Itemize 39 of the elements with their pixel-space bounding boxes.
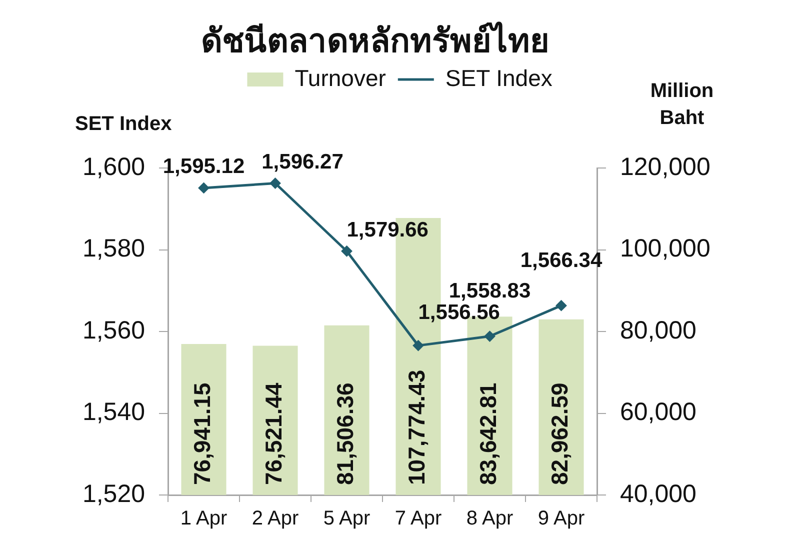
point — [270, 178, 281, 189]
data-label: 1,579.66 — [346, 218, 428, 242]
y2-axis-title: Million Baht — [649, 79, 715, 131]
point — [341, 246, 352, 257]
y-tick-label: 1,520 — [82, 480, 145, 508]
x-tick-label: 7 Apr — [394, 508, 442, 530]
point — [198, 182, 210, 194]
x-tick-label: 8 Apr — [466, 508, 514, 530]
data-label: 1,566.34 — [520, 248, 602, 272]
y2-tick-label: 40,000 — [620, 480, 696, 508]
y-tick-label: 1,540 — [82, 398, 145, 426]
data-label: 1,556.56 — [418, 300, 500, 324]
legend-label: Turnover — [294, 64, 386, 91]
data-label: 76,941.15 — [189, 382, 216, 485]
data-label: 81,506.36 — [332, 382, 358, 485]
x-tick-label: 5 Apr — [323, 508, 370, 530]
data-label: 76,521.44 — [260, 382, 287, 485]
x-tick-label: 9 Apr — [538, 508, 585, 530]
data-label: 107,774.43 — [404, 370, 430, 485]
x-tick-label: 2 Apr — [252, 508, 299, 530]
data-label: 1,558.83 — [448, 280, 531, 303]
point — [412, 340, 424, 352]
y-tick-label: 1,600 — [82, 152, 145, 181]
y-tick-label: 1,580 — [82, 234, 145, 263]
x-tick-label: 1 Apr — [180, 508, 228, 530]
data-label: 83,642.81 — [475, 382, 502, 485]
data-label: 1,595.12 — [162, 155, 245, 178]
y-axis-title: SET Index — [75, 112, 172, 137]
legend-label: SET Index — [445, 64, 553, 91]
chart-title: ดัชนีตลาดหลักทรัพย์ไทย — [200, 20, 550, 62]
y2-tick-label: 100,000 — [620, 234, 710, 263]
y2-tick-label: 80,000 — [620, 316, 696, 344]
data-label: 82,962.59 — [546, 382, 573, 485]
point — [556, 300, 567, 312]
y-tick-label: 1,560 — [82, 316, 145, 344]
data-label: 1,596.27 — [262, 150, 344, 174]
y2-tick-label: 120,000 — [620, 152, 710, 181]
y2-tick-label: 60,000 — [620, 398, 696, 426]
point — [484, 330, 496, 342]
